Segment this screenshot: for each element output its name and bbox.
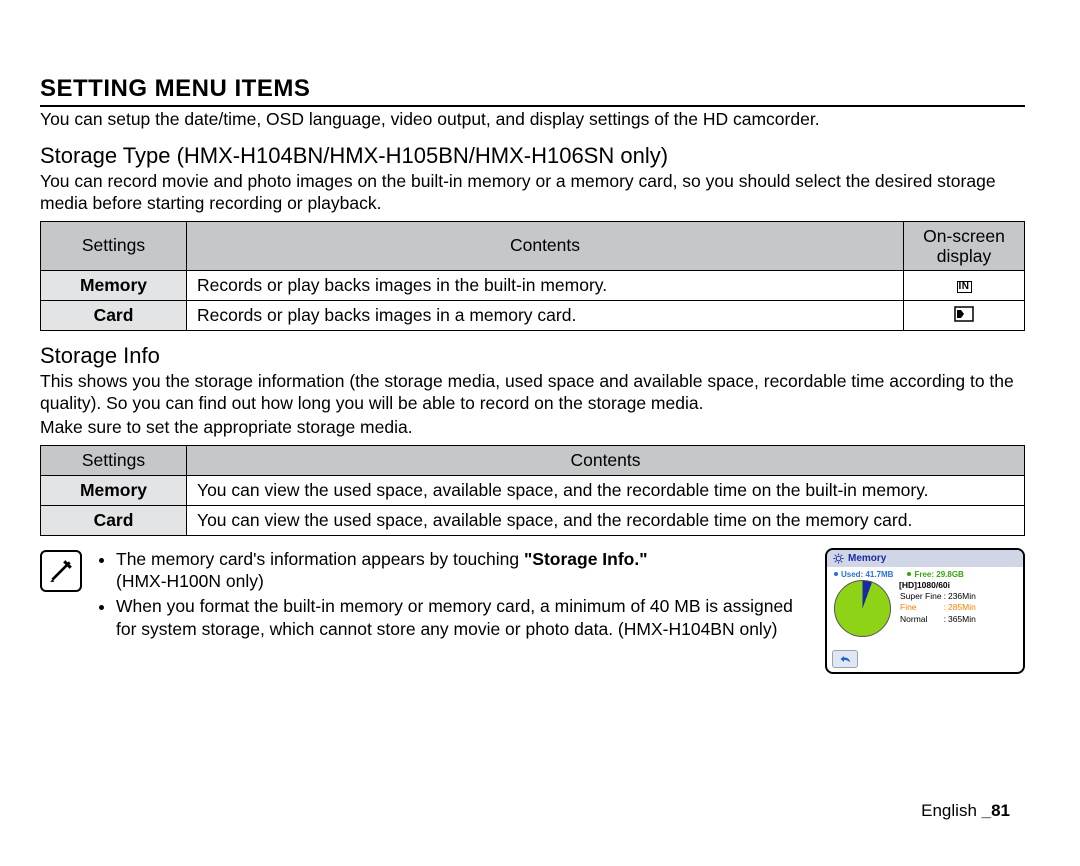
page-footer: English _81 — [921, 801, 1010, 821]
sshot-titlebar: Memory — [827, 550, 1023, 567]
card-icon — [954, 306, 974, 322]
times-block: [HD]1080/60i Super Fine:236MinFine:285Mi… — [899, 580, 977, 637]
times-row: Normal:365Min — [899, 614, 977, 625]
footer-lang: English — [921, 801, 981, 820]
page-title: SETTING MENU ITEMS — [40, 75, 1025, 107]
storage-info-body1: This shows you the storage information (… — [40, 371, 1025, 415]
used-label: Used: 41.7MB — [841, 570, 893, 579]
storage-type-table: Settings Contents On-screen display Memo… — [40, 221, 1025, 331]
note1-suffix: (HMX-H100N only) — [116, 571, 264, 591]
setting-label: Card — [41, 505, 187, 535]
free-dot-icon — [907, 572, 911, 576]
time-value: 236Min — [947, 591, 977, 602]
table-row: Card Records or play backs images in a m… — [41, 300, 1025, 330]
osd-icon-cell: IN — [904, 270, 1025, 300]
storage-info-table: Settings Contents Memory You can view th… — [40, 445, 1025, 536]
note-item: The memory card's information appears by… — [116, 548, 811, 594]
free-label: Free: 29.8GB — [914, 570, 963, 579]
setting-content: Records or play backs images in the buil… — [187, 270, 904, 300]
sshot-title: Memory — [848, 553, 886, 564]
table-row: Memory Records or play backs images in t… — [41, 270, 1025, 300]
setting-label: Memory — [41, 270, 187, 300]
back-icon — [839, 654, 851, 664]
time-value: 365Min — [947, 614, 977, 625]
setting-content: You can view the used space, available s… — [187, 475, 1025, 505]
storage-info-body2: Make sure to set the appropriate storage… — [40, 417, 1025, 439]
footer-page: _81 — [982, 801, 1010, 820]
memory-in-icon: IN — [957, 281, 972, 293]
notes-list: The memory card's information appears by… — [96, 548, 811, 643]
time-value: 285Min — [947, 602, 977, 613]
col-contents: Contents — [187, 445, 1025, 475]
page-intro: You can setup the date/time, OSD languag… — [40, 109, 1025, 131]
gear-icon — [833, 553, 844, 564]
note-icon — [40, 550, 82, 592]
quality-label: Super Fine — [899, 591, 943, 602]
back-button[interactable] — [832, 650, 858, 668]
pie-chart — [834, 580, 891, 637]
storage-info-heading: Storage Info — [40, 343, 1025, 369]
col-contents: Contents — [187, 221, 904, 270]
col-settings: Settings — [41, 445, 187, 475]
setting-content: You can view the used space, available s… — [187, 505, 1025, 535]
storage-type-body: You can record movie and photo images on… — [40, 171, 1025, 215]
setting-label: Card — [41, 300, 187, 330]
osd-icon-cell — [904, 300, 1025, 330]
note-item: When you format the built-in memory or m… — [116, 595, 811, 641]
times-header: [HD]1080/60i — [899, 580, 977, 591]
setting-content: Records or play backs images in a memory… — [187, 300, 904, 330]
times-row: Fine:285Min — [899, 602, 977, 613]
times-row: Super Fine:236Min — [899, 591, 977, 602]
quality-label: Normal — [899, 614, 943, 625]
used-dot-icon — [834, 572, 838, 576]
col-osd: On-screen display — [904, 221, 1025, 270]
note1-bold: "Storage Info." — [524, 549, 648, 569]
col-settings: Settings — [41, 221, 187, 270]
setting-label: Memory — [41, 475, 187, 505]
note1-prefix: The memory card's information appears by… — [116, 549, 524, 569]
table-row: Memory You can view the used space, avai… — [41, 475, 1025, 505]
sshot-legend: Used: 41.7MB Free: 29.8GB — [827, 567, 1023, 580]
storage-info-screenshot: Memory Used: 41.7MB Free: 29.8GB [HD]108… — [825, 548, 1025, 674]
times-table: Super Fine:236MinFine:285MinNormal:365Mi… — [899, 591, 977, 625]
quality-label: Fine — [899, 602, 943, 613]
storage-type-heading: Storage Type (HMX-H104BN/HMX-H105BN/HMX-… — [40, 143, 1025, 169]
table-row: Card You can view the used space, availa… — [41, 505, 1025, 535]
